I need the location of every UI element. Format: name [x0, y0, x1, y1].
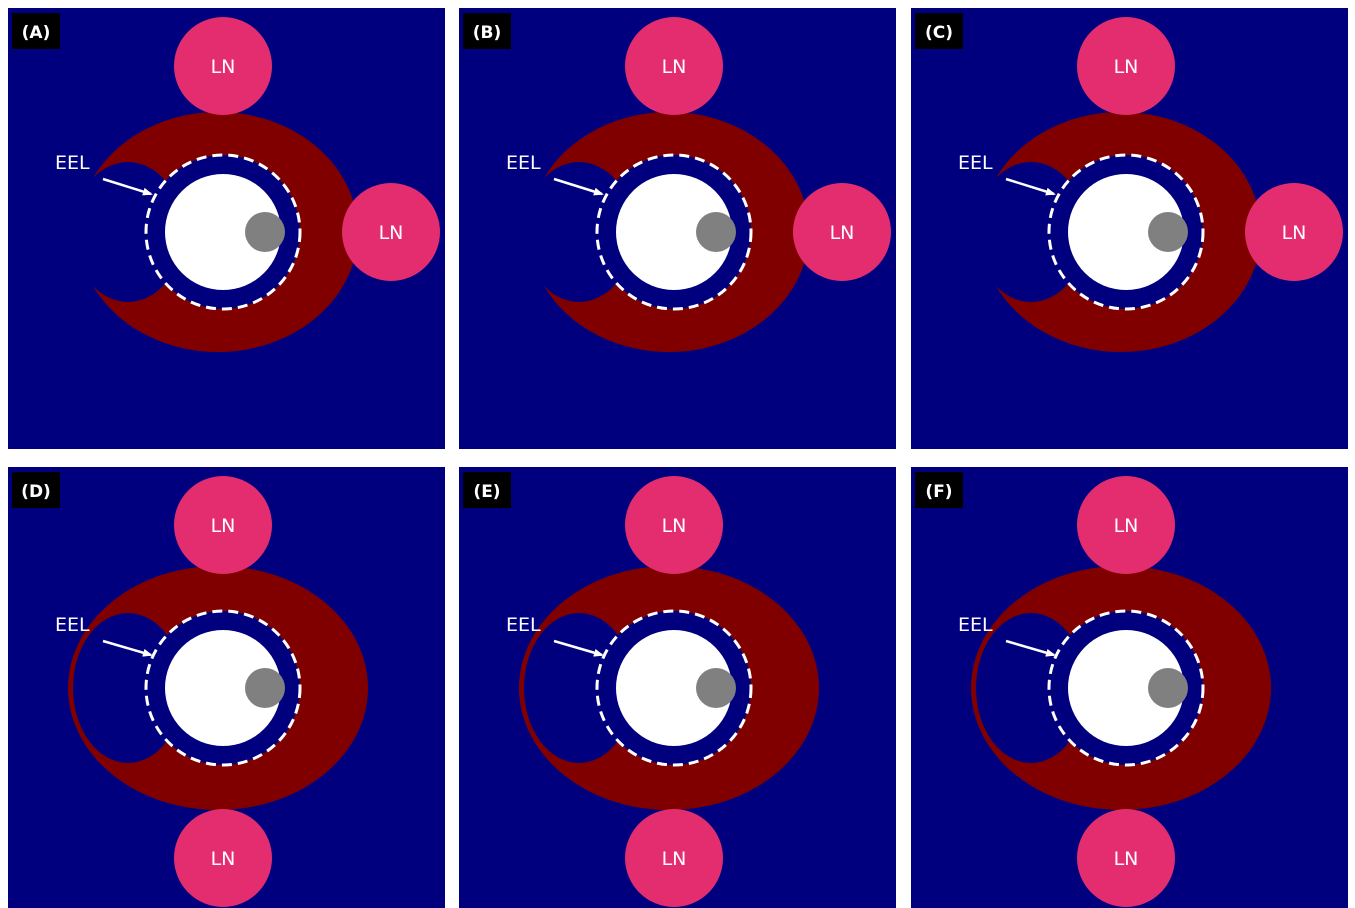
lymph-node-label: LN [830, 222, 855, 244]
lymph-node-label: LN [1282, 222, 1307, 244]
lymph-node-top: LN [625, 476, 723, 574]
eel-arrow [102, 177, 153, 196]
lymph-node-label: LN [379, 222, 404, 244]
lymph-node-right: LN [793, 183, 891, 281]
lymph-node-circle [174, 809, 272, 907]
eel-arrow [1005, 639, 1056, 657]
panel-label: (D) [12, 472, 60, 508]
lymph-node-top: LN [1077, 476, 1175, 574]
lymph-node-label: LN [211, 515, 236, 537]
panel-label-text: (C) [925, 23, 953, 43]
panel-label: (A) [12, 13, 60, 49]
eel-arrow [1005, 177, 1056, 196]
panel-e: EEL LN LN (E) [459, 467, 896, 908]
core-disk [696, 212, 736, 252]
panel-label: (C) [915, 13, 963, 49]
lymph-node-right: LN [1245, 183, 1343, 281]
eel-label: EEL [958, 152, 993, 174]
lymph-node-circle [174, 17, 272, 115]
panel-b: EEL LN LN (B) [459, 8, 896, 449]
panel-label: (B) [463, 13, 511, 49]
lymph-node-top: LN [625, 17, 723, 115]
eel-label: EEL [55, 614, 90, 636]
lumen [1068, 174, 1184, 290]
panel-label-text: (F) [925, 482, 952, 502]
panel-label-box [463, 13, 511, 49]
core-disk [245, 668, 285, 708]
core-disk [696, 668, 736, 708]
lymph-node-circle [625, 17, 723, 115]
lumen [1068, 630, 1184, 746]
panel-label-box [915, 472, 963, 508]
panel-label-box [12, 472, 60, 508]
lymph-node-bottom: LN [1077, 809, 1175, 907]
panel-label-text: (B) [473, 23, 502, 43]
lymph-node-circle [1077, 476, 1175, 574]
panel-a: EEL LN LN (A) [8, 8, 445, 449]
eel-boundary [595, 609, 753, 767]
panel-label-box [463, 472, 511, 508]
lymph-node-circle [1245, 183, 1343, 281]
eel-label: EEL [55, 152, 90, 174]
lymph-node-label: LN [1114, 848, 1139, 870]
eel-arrow [102, 639, 153, 657]
eel-boundary [144, 609, 302, 767]
lymph-node-label: LN [1114, 56, 1139, 78]
lymph-node-circle [625, 476, 723, 574]
eel-boundary [144, 153, 302, 311]
panel-label-text: (D) [21, 482, 51, 502]
eel-arrow [553, 639, 604, 657]
core-disk [1148, 668, 1188, 708]
lumen [165, 630, 281, 746]
lymph-node-top: LN [174, 17, 272, 115]
lumen [165, 174, 281, 290]
lymph-node-bottom: LN [625, 809, 723, 907]
panel-label: (E) [463, 472, 511, 508]
eel-boundary [595, 153, 753, 311]
lymph-node-circle [342, 183, 440, 281]
panel-label-text: (E) [473, 482, 500, 502]
lymph-node-bottom: LN [174, 809, 272, 907]
lymph-node-label: LN [211, 848, 236, 870]
lumen [616, 630, 732, 746]
panel-label-box [12, 13, 60, 49]
lymph-node-label: LN [662, 515, 687, 537]
panel-d: EEL LN LN (D) [8, 467, 445, 908]
panel-c: EEL LN LN (C) [911, 8, 1348, 449]
eel-arrow [553, 177, 604, 196]
lymph-node-label: LN [662, 848, 687, 870]
lymph-node-label: LN [662, 56, 687, 78]
lymph-node-circle [793, 183, 891, 281]
lymph-node-circle [625, 809, 723, 907]
lymph-node-top: LN [1077, 17, 1175, 115]
lymph-node-circle [1077, 17, 1175, 115]
lymph-node-circle [1077, 809, 1175, 907]
eel-label: EEL [958, 614, 993, 636]
lymph-node-circle [174, 476, 272, 574]
panel-f: EEL LN LN (F) [911, 467, 1348, 908]
core-disk [245, 212, 285, 252]
panel-label: (F) [915, 472, 963, 508]
eel-boundary [1047, 153, 1205, 311]
core-disk [1148, 212, 1188, 252]
lymph-node-label: LN [1114, 515, 1139, 537]
eel-label: EEL [506, 614, 541, 636]
lymph-node-label: LN [211, 56, 236, 78]
panel-label-box [915, 13, 963, 49]
panel-label-text: (A) [22, 23, 51, 43]
eel-label: EEL [506, 152, 541, 174]
eel-boundary [1047, 609, 1205, 767]
lymph-node-top: LN [174, 476, 272, 574]
lymph-node-right: LN [342, 183, 440, 281]
lumen [616, 174, 732, 290]
